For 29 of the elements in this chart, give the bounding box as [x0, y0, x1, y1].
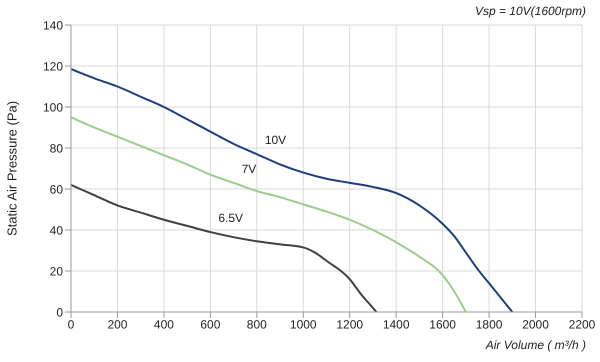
y-tick-label: 120 — [42, 59, 64, 74]
series-label: 10V — [264, 133, 286, 148]
x-tick-label: 2000 — [522, 318, 550, 332]
text: Vsp = 10V(1600rpm) — [474, 4, 586, 18]
x-tick-label: 1600 — [429, 318, 456, 332]
x-tick-label: 600 — [200, 318, 221, 332]
x-axis-title: Air Volume ( m³/h ) — [486, 338, 586, 352]
x-tick-label: 1400 — [382, 318, 410, 332]
y-tick-label: 100 — [42, 100, 64, 114]
y-tick-label: 0 — [56, 305, 64, 320]
y-tick-label: 60 — [50, 182, 64, 196]
x-tick-label: 2200 — [568, 318, 596, 332]
line-series — [71, 68, 514, 312]
x-tick-label: 400 — [154, 318, 174, 332]
y-tick-label: 140 — [42, 18, 64, 32]
x-tick-label: 0 — [68, 318, 75, 332]
x-tick-label: 1000 — [290, 318, 317, 332]
line-series — [71, 184, 378, 312]
y-tick-label: 20 — [50, 264, 64, 278]
series-label: 6.5V — [218, 211, 244, 226]
x-tick-label: 1800 — [476, 318, 503, 332]
x-tick-label: 1200 — [336, 318, 364, 332]
x-tick-label: 800 — [246, 318, 268, 332]
y-tick-label: 80 — [50, 141, 64, 156]
y-axis-title: Static Air Pressure (Pa) — [4, 100, 20, 236]
y-tick-label: 40 — [50, 223, 64, 238]
x-tick-label: 200 — [107, 318, 128, 332]
line-series — [71, 116, 467, 312]
series-label: 7V — [242, 162, 256, 176]
